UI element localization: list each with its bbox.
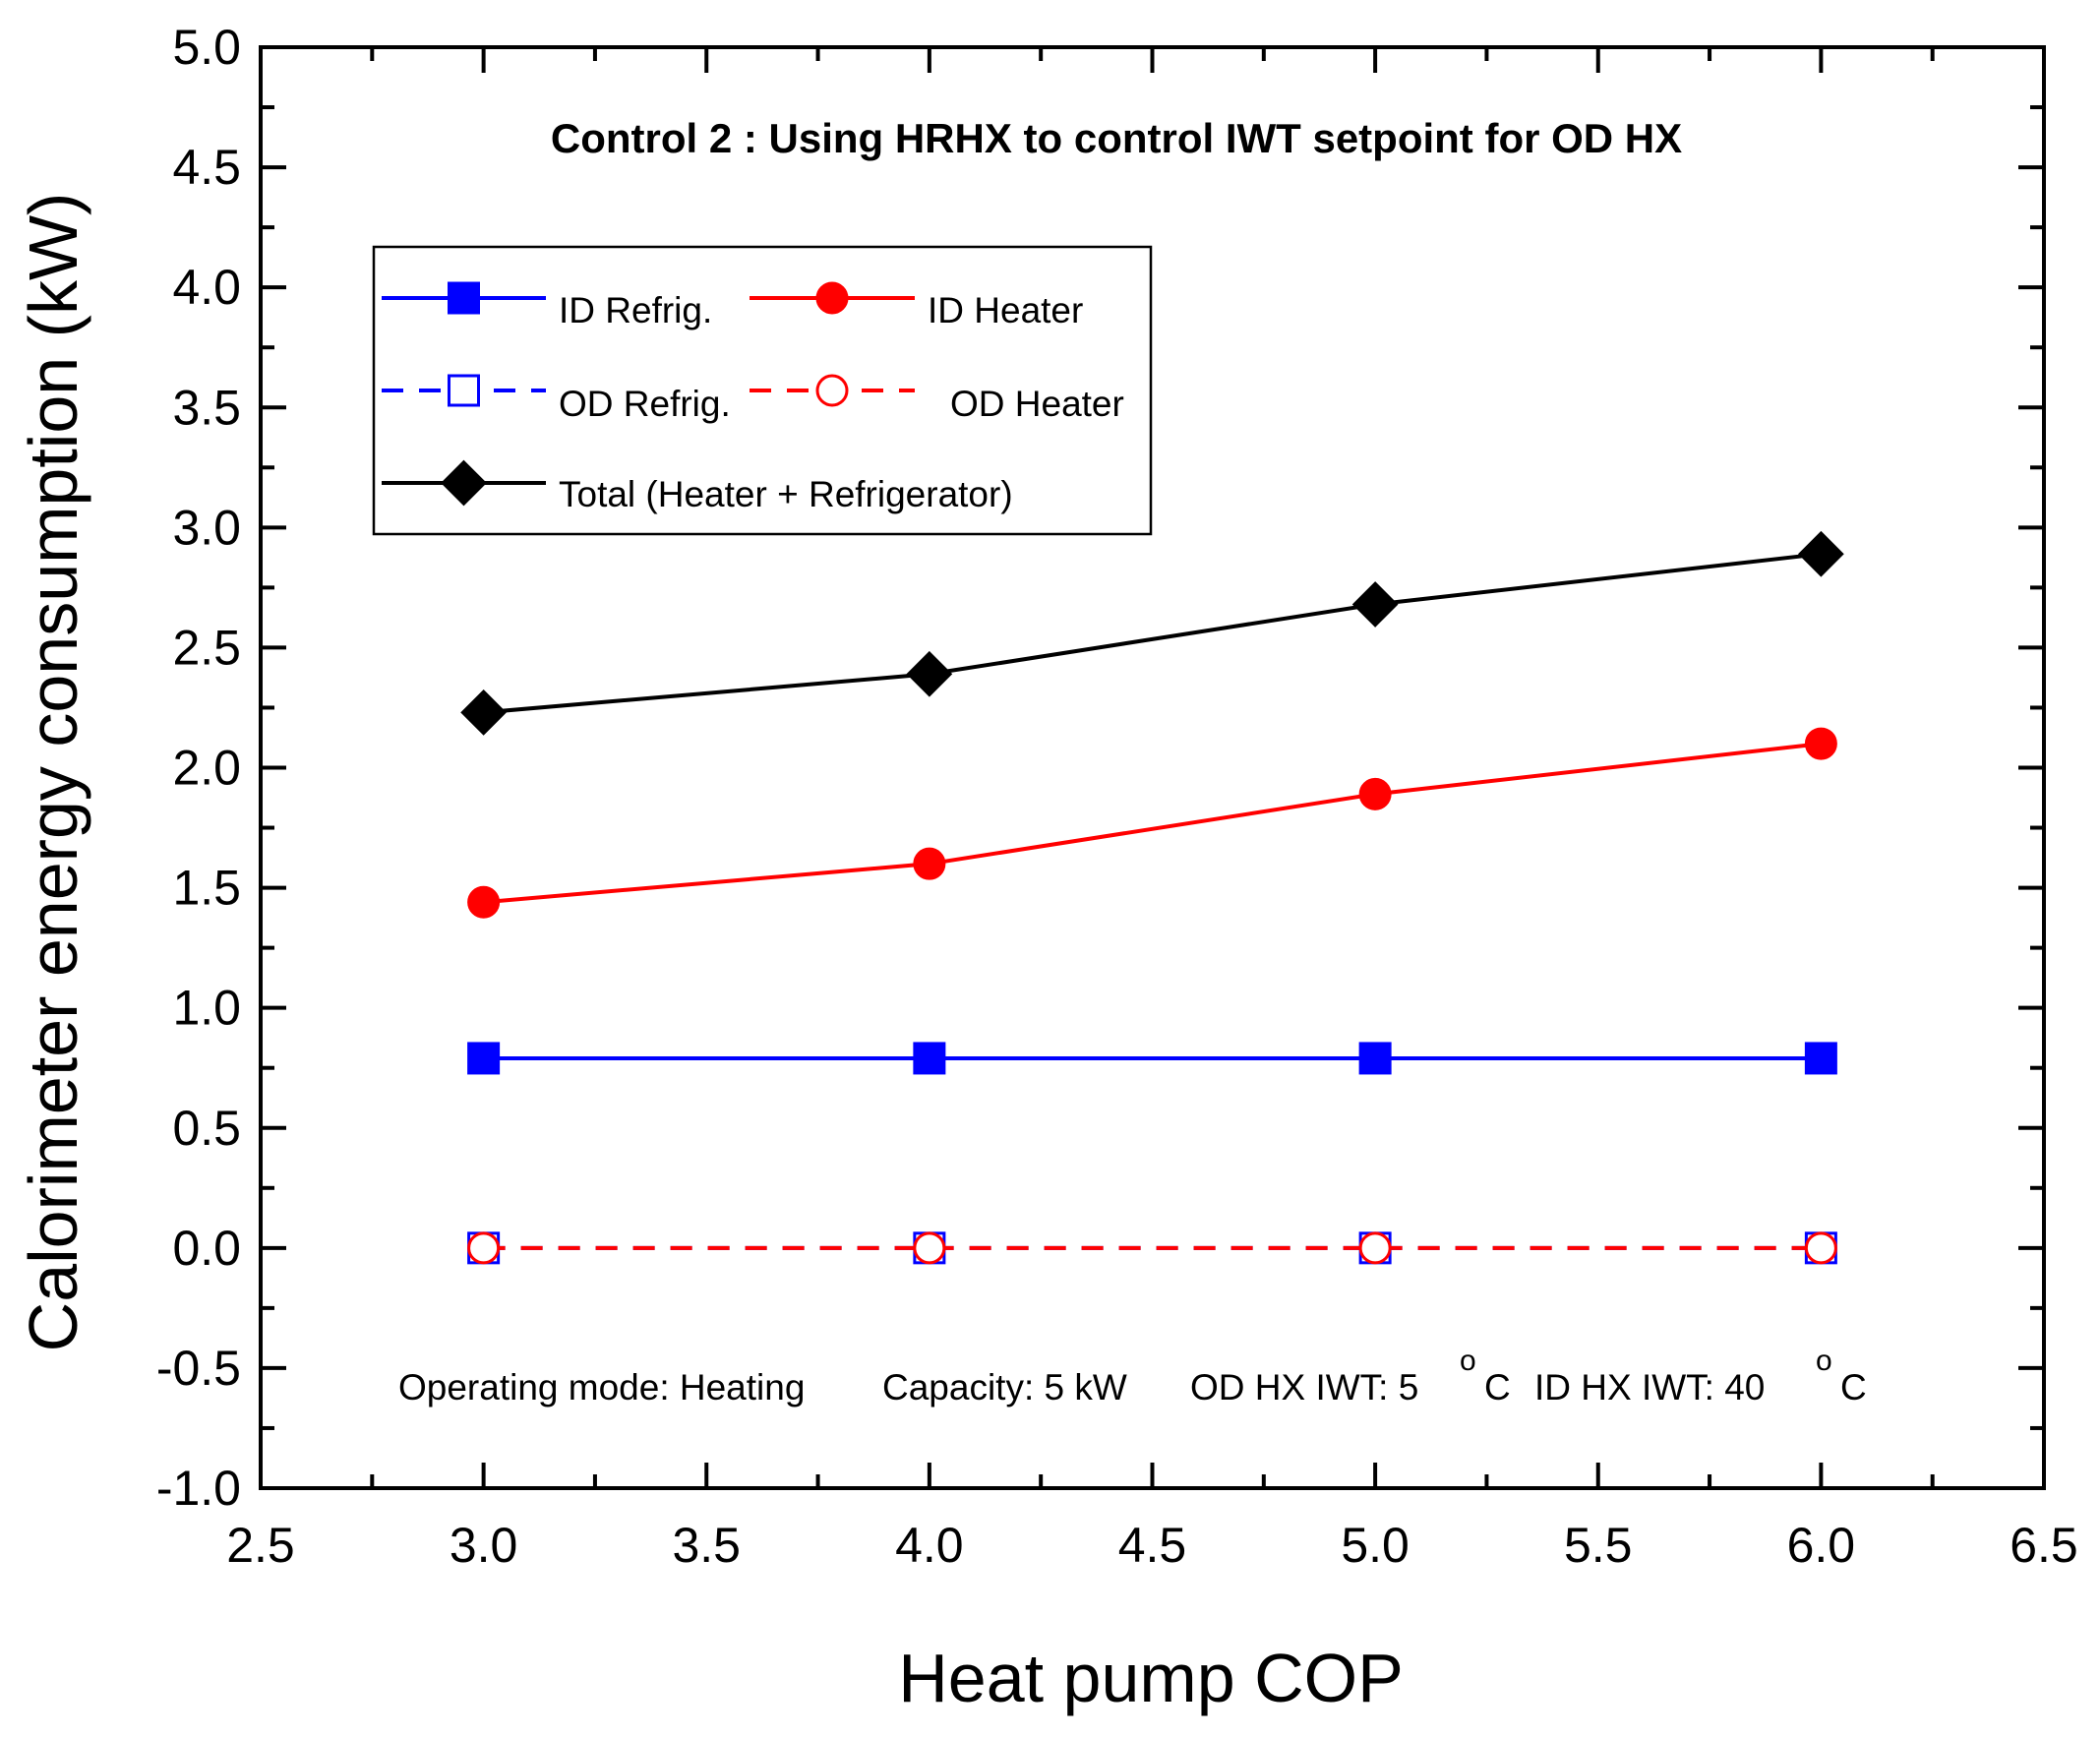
legend-label: ID Heater bbox=[928, 290, 1083, 330]
x-tick-label: 2.5 bbox=[226, 1518, 295, 1573]
series-layer bbox=[460, 530, 1844, 1265]
y-tick-label: 4.0 bbox=[172, 260, 241, 315]
data-point bbox=[1798, 530, 1844, 577]
data-point bbox=[1804, 727, 1837, 760]
series-od-heater bbox=[467, 1231, 1837, 1265]
data-point bbox=[913, 1042, 946, 1075]
data-point bbox=[460, 689, 507, 736]
y-tick-label: -0.5 bbox=[156, 1341, 241, 1396]
legend-entry: ID Heater bbox=[750, 281, 1083, 330]
data-point bbox=[913, 1231, 946, 1265]
legend-label: Total (Heater + Refrigerator) bbox=[559, 474, 1013, 514]
legend-label: OD Refrig. bbox=[559, 384, 731, 424]
y-tick-label: 2.0 bbox=[172, 741, 241, 796]
legend-marker bbox=[815, 281, 849, 315]
operating-conditions-annotation: Operating mode: Heating Capacity: 5 kW O… bbox=[398, 1345, 1867, 1408]
legend-entry: Total (Heater + Refrigerator) bbox=[382, 459, 1013, 514]
y-tick-label: 0.0 bbox=[172, 1221, 241, 1276]
y-tick-label: 2.5 bbox=[172, 620, 241, 675]
data-point bbox=[1804, 1231, 1837, 1265]
annotation-mode: Operating mode: Heating bbox=[398, 1367, 805, 1408]
x-tick-label: 4.0 bbox=[895, 1518, 964, 1573]
y-tick-label: 5.0 bbox=[172, 20, 241, 75]
legend-label: OD Heater bbox=[950, 384, 1124, 424]
data-point bbox=[467, 1042, 501, 1075]
data-point bbox=[467, 885, 501, 919]
y-axis-label: Calorimeter energy consumption (kW) bbox=[15, 193, 91, 1352]
data-point bbox=[1351, 581, 1399, 628]
x-axis-label: Heat pump COP bbox=[898, 1640, 1404, 1716]
axes-layer: 2.5 3.0 3.5 4.0 4.5 5.0 5.5 6.0 6.5 -1.0 -0.5 0.0 0.… bbox=[156, 20, 2078, 1573]
legend-label: ID Refrig. bbox=[559, 290, 712, 330]
y-tick-label: 0.5 bbox=[172, 1101, 241, 1156]
series-line bbox=[483, 552, 1822, 715]
legend-marker bbox=[815, 374, 849, 407]
data-point bbox=[467, 1231, 501, 1265]
x-tick-label: 5.0 bbox=[1341, 1518, 1410, 1573]
data-point bbox=[913, 847, 946, 880]
series-total-heater-refrigerator bbox=[460, 530, 1844, 736]
x-tick-label: 6.0 bbox=[1787, 1518, 1856, 1573]
data-point bbox=[906, 650, 953, 697]
x-tick-label: 5.5 bbox=[1564, 1518, 1633, 1573]
annotation-od-unit: C bbox=[1484, 1367, 1511, 1408]
series-line bbox=[483, 742, 1822, 905]
annotation-id-unit: C bbox=[1840, 1367, 1867, 1408]
annotation-id-degree: o bbox=[1816, 1345, 1832, 1377]
annotation-od-degree: o bbox=[1460, 1345, 1476, 1377]
legend-entry: ID Refrig. bbox=[382, 281, 712, 330]
chart-title: Control 2 : Using HRHX to control IWT se… bbox=[551, 115, 1682, 161]
x-tick-label: 3.5 bbox=[672, 1518, 741, 1573]
annotation-capacity: Capacity: 5 kW bbox=[882, 1367, 1127, 1408]
y-tick-label: -1.0 bbox=[156, 1461, 241, 1516]
x-tick-label: 4.5 bbox=[1118, 1518, 1187, 1573]
legend: ID Refrig. ID Heater OD Refrig. OD Heater To… bbox=[372, 245, 1153, 536]
legend-entry: OD Refrig. bbox=[382, 374, 731, 424]
annotation-od-iwt: OD HX IWT: 5 bbox=[1190, 1367, 1418, 1408]
data-point bbox=[1358, 777, 1392, 810]
y-tick-label: 1.5 bbox=[172, 861, 241, 916]
legend-marker bbox=[448, 374, 480, 407]
y-tick-label: 1.0 bbox=[172, 981, 241, 1036]
series-id-refrig bbox=[467, 1042, 1837, 1075]
data-point bbox=[1358, 1231, 1392, 1265]
data-point bbox=[1804, 1042, 1837, 1075]
data-point bbox=[1358, 1042, 1392, 1075]
series-id-heater bbox=[467, 727, 1837, 919]
legend-marker bbox=[448, 281, 480, 315]
annotation-id-iwt: ID HX IWT: 40 bbox=[1534, 1367, 1765, 1408]
legend-marker bbox=[441, 459, 487, 507]
y-tick-label: 3.0 bbox=[172, 500, 241, 555]
x-tick-label: 6.5 bbox=[2010, 1518, 2078, 1573]
y-tick-label: 4.5 bbox=[172, 140, 241, 195]
legend-entry: OD Heater bbox=[750, 374, 1124, 424]
x-tick-label: 3.0 bbox=[450, 1518, 518, 1573]
y-tick-label: 3.5 bbox=[172, 380, 241, 435]
